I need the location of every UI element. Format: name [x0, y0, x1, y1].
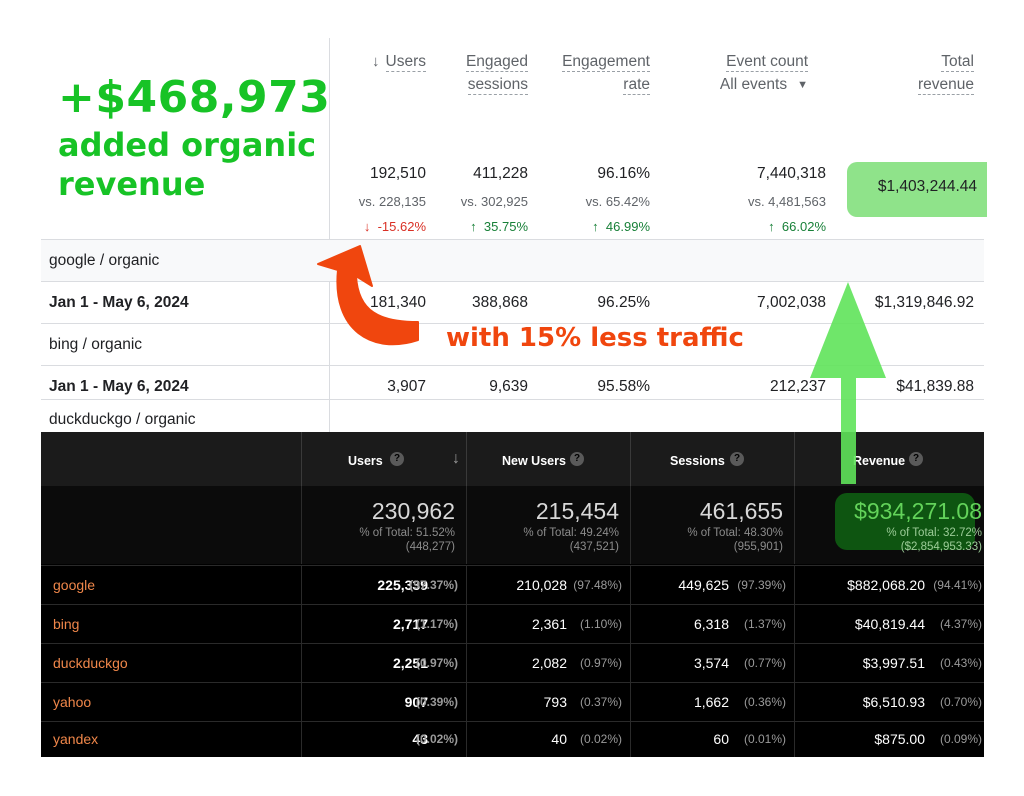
caret-down-icon: ▼: [797, 79, 808, 91]
table-row[interactable]: Jan 1 - May 6, 2024 181,340 388,868 96.2…: [41, 281, 984, 324]
claim-line-2: revenue: [58, 165, 206, 203]
source-link[interactable]: bing: [53, 616, 80, 632]
total-new-users: 215,454 % of Total: 49.24% (437,521): [466, 486, 631, 564]
table-row[interactable]: Jan 1 - May 6, 2024 3,907 9,639 95.58% 2…: [41, 365, 984, 400]
source-link[interactable]: yandex: [53, 731, 99, 747]
column-divider: [794, 565, 795, 757]
arrow-down-icon[interactable]: ↓: [452, 450, 460, 467]
col-header-engaged-sessions[interactable]: Engaged sessions: [465, 53, 528, 95]
col-header-event-count[interactable]: Event count All events ▼: [720, 50, 808, 97]
col-header-total-revenue[interactable]: Total revenue: [917, 53, 974, 95]
ua-total-revenue-pct: % of Total: 32.72% ($2,854,953.33): [886, 527, 982, 553]
group-row-duckduckgo-organic[interactable]: duckduckgo / organic: [41, 399, 984, 433]
total-users: 192,510 vs. 228,135 ↓ -15.62%: [358, 165, 426, 234]
column-divider: [466, 565, 467, 757]
total-event-count: 7,440,318 vs. 4,481,563 ↑ 66.02%: [747, 165, 826, 234]
green-up-arrow-icon: [810, 282, 886, 484]
col-header-engagement-rate[interactable]: Engagement rate: [562, 53, 650, 95]
table-row[interactable]: duckduckgo 2,251 (0.97%) 2,082 (0.97%) 3…: [41, 643, 984, 683]
group-row-google-organic[interactable]: google / organic: [41, 239, 984, 282]
claim-line-1: added organic: [58, 126, 317, 164]
source-link[interactable]: yahoo: [53, 694, 92, 710]
arrow-down-icon: ↓: [363, 219, 371, 234]
total-revenue-value: $1,403,244.44: [877, 178, 977, 195]
group-row-bing-organic[interactable]: bing / organic: [41, 323, 984, 366]
claim-amount: +$468,973: [58, 72, 331, 123]
column-divider: [301, 565, 302, 757]
table-row[interactable]: google 225,339 (97.37%) 210,028 (97.48%)…: [41, 565, 984, 605]
help-circle-icon[interactable]: ?: [390, 452, 404, 466]
total-engaged-sessions: 411,228 vs. 302,925 ↑ 35.75%: [460, 165, 528, 234]
total-sessions: 461,655 % of Total: 48.30% (955,901): [630, 486, 795, 564]
table-row[interactable]: bing 2,717 (1.17%) 2,361 (1.10%) 6,318 (…: [41, 604, 984, 644]
table-row[interactable]: yandex 43 (0.02%) 40 (0.02%) 60 (0.01%) …: [41, 721, 984, 758]
total-engagement-rate: 96.16% vs. 65.42% ↑ 46.99%: [585, 165, 650, 234]
ua-revenue-highlight: [835, 493, 975, 550]
col-header-new-users[interactable]: New Users ?: [466, 432, 631, 486]
traffic-note: with 15% less traffic: [446, 323, 744, 353]
source-link[interactable]: duckduckgo: [53, 655, 128, 671]
col-header-revenue[interactable]: Revenue ?: [794, 432, 985, 486]
table-header: Users ? ↓ New Users ? Sessions ? Revenue…: [41, 432, 984, 486]
arrow-down-icon: ↓: [372, 53, 380, 70]
arrow-up-icon: ↑: [592, 219, 599, 234]
help-circle-icon[interactable]: ?: [909, 452, 923, 466]
total-revenue-cell: [794, 486, 985, 564]
source-link[interactable]: google: [53, 577, 96, 593]
help-circle-icon[interactable]: ?: [730, 452, 744, 466]
table-row[interactable]: yahoo 907 (0.39%) 793 (0.37%) 1,662 (0.3…: [41, 682, 984, 722]
ua-acquisition-table: Users ? ↓ New Users ? Sessions ? Revenue…: [41, 432, 984, 757]
ua-total-revenue-value: $934,271.08: [854, 498, 982, 524]
arrow-up-icon: ↑: [470, 219, 477, 234]
total-users: 230,962 % of Total: 51.52% (448,277): [301, 486, 467, 564]
col-header-sessions[interactable]: Sessions ?: [630, 432, 795, 486]
col-header-users[interactable]: Users ? ↓: [301, 432, 467, 486]
help-circle-icon[interactable]: ?: [570, 452, 584, 466]
event-filter-dropdown[interactable]: All events ▼: [720, 76, 808, 93]
orange-curved-arrow-icon: [317, 245, 419, 346]
column-divider: [329, 38, 330, 432]
ga4-explore-table: ↓ Users Engaged sessions Engagement rate …: [41, 38, 987, 433]
column-divider: [630, 565, 631, 757]
col-header-users[interactable]: ↓ Users: [372, 53, 426, 72]
total-revenue-highlight: $1,403,244.44: [847, 162, 987, 217]
totals-row: 230,962 % of Total: 51.52% (448,277) 215,…: [41, 486, 984, 564]
arrow-up-icon: ↑: [768, 219, 775, 234]
